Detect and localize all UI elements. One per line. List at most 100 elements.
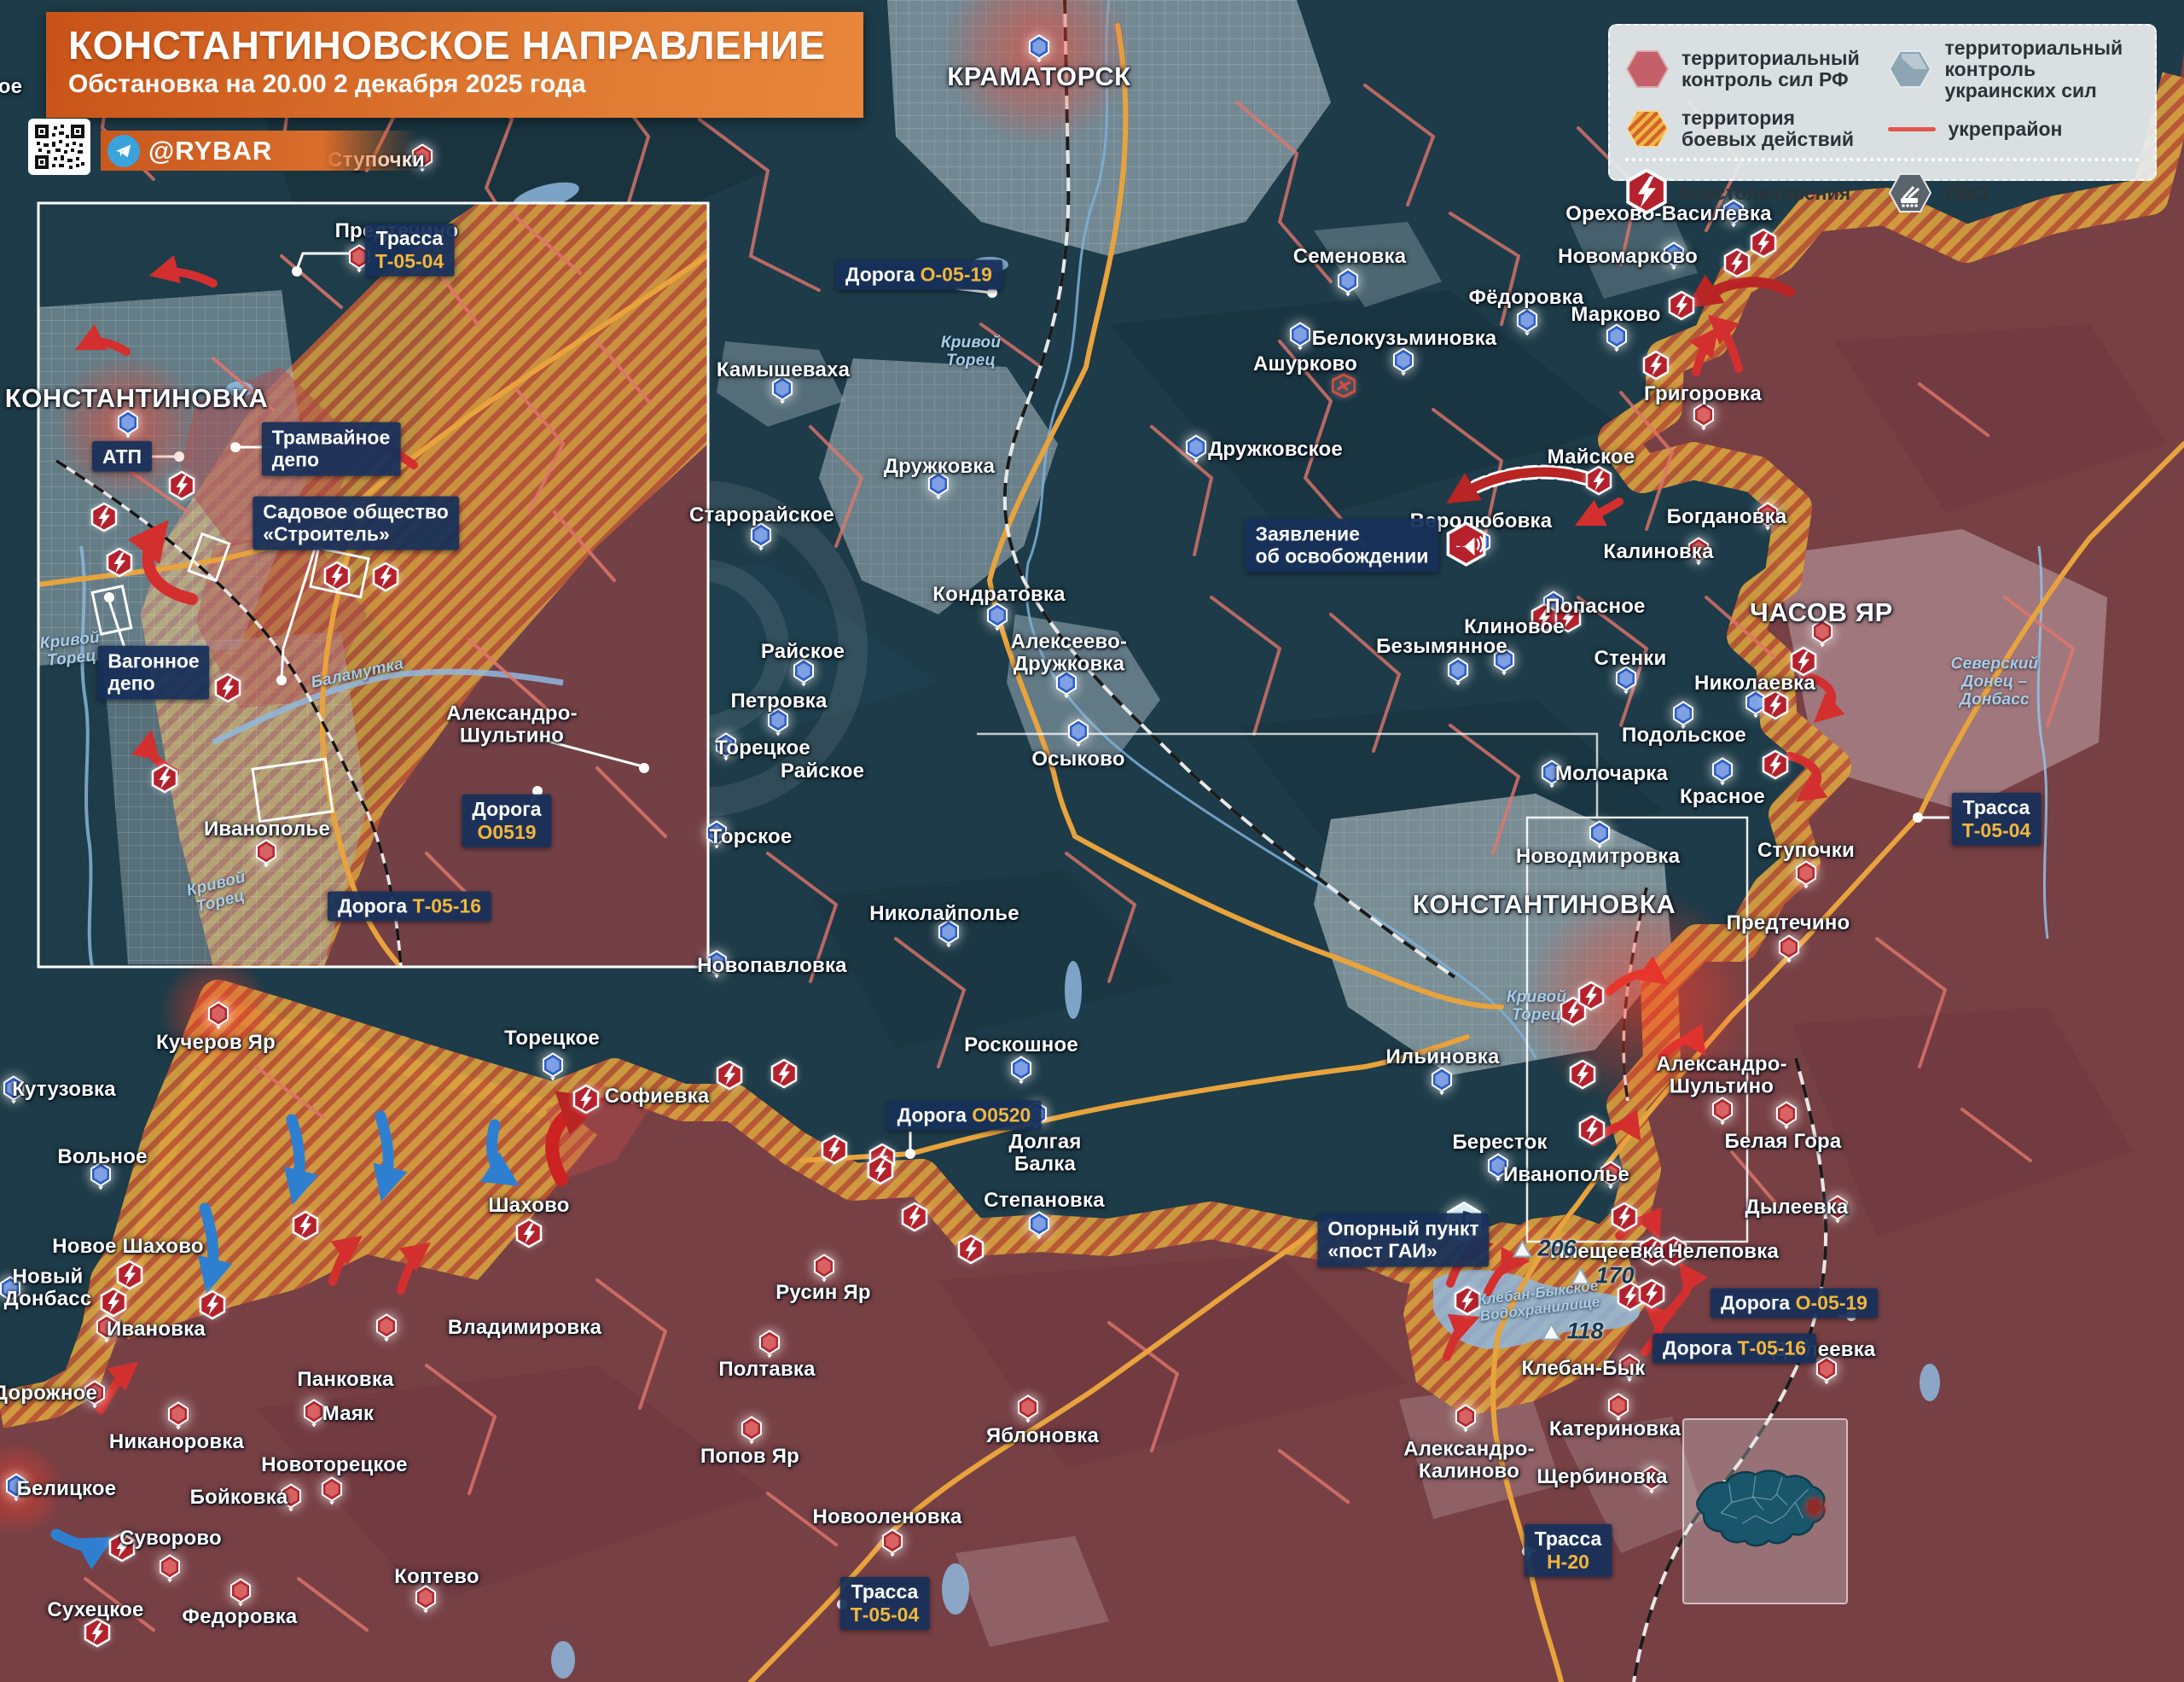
settlement-marker-ua-icon[interactable]: [1337, 268, 1359, 297]
settlement-marker-rf-icon[interactable]: [1711, 1097, 1734, 1126]
settlement-marker-ua-icon[interactable]: [1431, 1067, 1453, 1096]
settlement-marker-rf-icon[interactable]: [1775, 1101, 1798, 1130]
clash-icon[interactable]: [292, 1210, 319, 1242]
settlement-marker-ua-icon[interactable]: [750, 522, 772, 551]
settlement-marker-ua-icon[interactable]: [1606, 323, 1628, 352]
settlement-marker-ua-icon[interactable]: [1067, 719, 1089, 748]
settlement-marker-ua-icon[interactable]: [1289, 322, 1311, 351]
settlement-marker-rf-icon[interactable]: [1618, 1353, 1641, 1382]
clash-icon[interactable]: [1611, 1202, 1638, 1233]
settlement-marker-ua-icon[interactable]: [0, 1276, 21, 1305]
clash-icon[interactable]: [901, 1202, 928, 1233]
settlement-marker-ua-icon[interactable]: [1722, 199, 1745, 228]
settlement-marker-rf-icon[interactable]: [167, 1401, 189, 1430]
settlement-marker-rf-icon[interactable]: [1815, 1356, 1838, 1385]
clash-icon[interactable]: [151, 763, 178, 794]
settlement-marker-rf-icon[interactable]: [159, 1554, 181, 1583]
settlement-marker-rf-icon[interactable]: [881, 1528, 903, 1557]
settlement-marker-rf-icon[interactable]: [280, 1483, 302, 1512]
clash-icon[interactable]: [1569, 1059, 1596, 1091]
settlement-marker-rf-icon[interactable]: [1017, 1394, 1039, 1423]
settlement-marker-rf-icon[interactable]: [96, 1314, 118, 1343]
clash-icon[interactable]: [1668, 290, 1695, 322]
settlement-marker-rf-icon[interactable]: [255, 839, 277, 868]
settlement-marker-ua-icon[interactable]: [793, 658, 815, 687]
settlement-marker-rf-icon[interactable]: [1687, 537, 1710, 566]
settlement-marker-ua-icon[interactable]: [1055, 670, 1077, 699]
air-defense-destroyed-icon[interactable]: [1331, 373, 1356, 399]
clash-icon[interactable]: [214, 672, 241, 704]
settlement-marker-ua-icon[interactable]: [1028, 1211, 1050, 1240]
settlement-marker-ua-icon[interactable]: [1493, 647, 1515, 676]
clash-icon[interactable]: [116, 1260, 143, 1291]
settlement-marker-rf-icon[interactable]: [375, 1313, 398, 1342]
settlement-marker-rf-icon[interactable]: [1811, 619, 1833, 648]
settlement-marker-ua-icon[interactable]: [1711, 757, 1734, 786]
settlement-marker-rf-icon[interactable]: [758, 1330, 781, 1359]
settlement-marker-ua-icon[interactable]: [1392, 347, 1414, 376]
clash-icon[interactable]: [372, 562, 399, 593]
road-label[interactable]: Трасса Т-05-04: [364, 223, 455, 277]
clash-icon[interactable]: [515, 1218, 543, 1249]
clash-icon[interactable]: [770, 1058, 798, 1090]
settlement-marker-rf-icon[interactable]: [813, 1254, 835, 1283]
settlement-marker-rf-icon[interactable]: [1455, 1404, 1477, 1433]
clash-icon[interactable]: [168, 470, 195, 502]
settlement-marker-ua-icon[interactable]: [706, 820, 728, 849]
settlement-marker-ua-icon[interactable]: [1185, 434, 1207, 463]
clash-icon[interactable]: [1762, 690, 1789, 721]
settlement-marker-ua-icon[interactable]: [1615, 666, 1637, 695]
settlement-marker-ua-icon[interactable]: [767, 707, 789, 736]
clash-icon[interactable]: [1585, 465, 1612, 497]
settlement-marker-rf-icon[interactable]: [1600, 1161, 1622, 1190]
settlement-marker-ua-icon[interactable]: [927, 471, 950, 500]
settlement-marker-ua-icon[interactable]: [1010, 1056, 1032, 1085]
settlement-marker-rf-icon[interactable]: [207, 1001, 229, 1030]
clash-icon[interactable]: [867, 1155, 894, 1186]
road-label[interactable]: Дорога О0519: [462, 794, 552, 848]
settlement-marker-rf-icon[interactable]: [84, 1380, 106, 1409]
clash-icon[interactable]: [1638, 1278, 1665, 1310]
settlement-marker-ua-icon[interactable]: [715, 732, 737, 761]
clash-icon[interactable]: [1723, 247, 1751, 279]
settlement-marker-ua-icon[interactable]: [771, 375, 793, 404]
settlement-marker-rf-icon[interactable]: [1641, 1465, 1663, 1494]
settlement-marker-ua-icon[interactable]: [90, 1161, 112, 1190]
settlement-marker-ua-icon[interactable]: [1541, 760, 1563, 789]
settlement-marker-ua-icon[interactable]: [542, 1052, 564, 1081]
road-label[interactable]: Трасса Т-05-04: [839, 1576, 930, 1631]
clash-icon[interactable]: [1642, 350, 1670, 381]
settlement-marker-ua-icon[interactable]: [1516, 307, 1538, 336]
settlement-marker-ua-icon[interactable]: [1672, 701, 1694, 730]
clash-icon[interactable]: [199, 1289, 226, 1321]
road-label[interactable]: Дорога О0520: [886, 1100, 1042, 1131]
road-label[interactable]: Дорога О-05-19: [835, 259, 1002, 290]
settlement-marker-ua-icon[interactable]: [986, 602, 1008, 631]
settlement-marker-rf-icon[interactable]: [303, 1399, 325, 1428]
clash-icon[interactable]: [821, 1134, 848, 1166]
settlement-marker-ua-icon[interactable]: [938, 919, 960, 948]
settlement-marker-rf-icon[interactable]: [348, 244, 370, 273]
settlement-marker-ua-icon[interactable]: [1589, 820, 1611, 849]
settlement-marker-rf-icon[interactable]: [415, 1585, 437, 1614]
clash-icon[interactable]: [84, 1617, 111, 1649]
settlement-marker-rf-icon[interactable]: [229, 1578, 252, 1607]
clash-icon[interactable]: [957, 1234, 985, 1266]
clash-icon[interactable]: [323, 561, 351, 592]
settlement-marker-ua-icon[interactable]: [1028, 34, 1050, 63]
clash-icon[interactable]: [106, 547, 133, 579]
clash-icon[interactable]: [1660, 1236, 1687, 1267]
settlement-marker-rf-icon[interactable]: [321, 1476, 343, 1505]
clash-icon[interactable]: [100, 1287, 127, 1318]
road-label[interactable]: Трасса Н-20: [1524, 1523, 1612, 1578]
clash-icon[interactable]: [1577, 981, 1605, 1012]
settlement-marker-ua-icon[interactable]: [1663, 242, 1685, 271]
clash-icon[interactable]: [716, 1060, 743, 1091]
road-label[interactable]: Дорога Т-05-16: [327, 891, 492, 922]
clash-icon[interactable]: [1750, 228, 1777, 259]
road-label[interactable]: Дорога Т-05-16: [1652, 1333, 1817, 1364]
settlement-marker-ua-icon[interactable]: [117, 410, 139, 439]
settlement-marker-rf-icon[interactable]: [1778, 934, 1800, 963]
clash-icon[interactable]: [1454, 1285, 1481, 1317]
